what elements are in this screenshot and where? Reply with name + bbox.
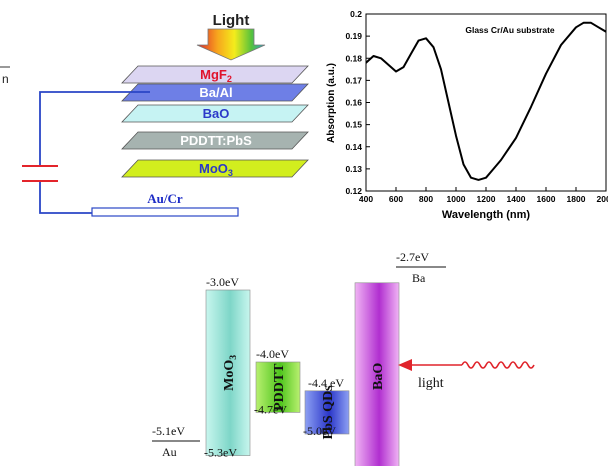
layer-plate-moo3 xyxy=(121,159,309,178)
layer-label-bao: BaO xyxy=(203,106,230,121)
y-tick-label: 0.18 xyxy=(345,53,362,63)
x-tick-label: 1000 xyxy=(447,194,466,204)
band-bottom-energy-pddtt: -4.7eV xyxy=(254,402,287,416)
ba-level-value: -2.7eV xyxy=(396,250,429,264)
y-tick-label: 0.19 xyxy=(345,31,362,41)
absorption-series-line xyxy=(366,21,606,181)
label-main: BaO xyxy=(203,106,230,121)
band-label-bao: BaO xyxy=(371,363,386,390)
band-block-moo3 xyxy=(205,289,251,456)
label-main: PDDTT xyxy=(272,363,287,411)
y-tick-label: 0.2 xyxy=(350,9,362,19)
x-tick-label: 800 xyxy=(419,194,433,204)
label-main: MgF xyxy=(200,67,227,82)
au-level-value: -5.1eV xyxy=(152,424,185,438)
band-block-bao xyxy=(354,282,400,466)
band-bottom-energy-moo3: -5.3eV xyxy=(204,446,237,460)
layer-label-ba_al: Ba/Al xyxy=(199,85,232,100)
layer-plate-bao xyxy=(121,104,309,123)
light-title: Light xyxy=(213,12,250,29)
band-top-energy-moo3: -3.0eV xyxy=(206,275,239,289)
ba-level-name: Ba xyxy=(412,271,426,285)
band-label-pddtt: PDDTT xyxy=(272,363,287,411)
layer-plate-mgf2 xyxy=(121,65,309,84)
label-subscript: 3 xyxy=(228,355,239,360)
layer-label-moo3: MoO3 xyxy=(199,161,233,178)
band-label-pbs: PbS QDs xyxy=(321,385,336,440)
label-main: PbS QDs xyxy=(321,385,336,440)
x-tick-label: 600 xyxy=(389,194,403,204)
circuit-wire xyxy=(39,91,150,214)
au-level-name: Au xyxy=(162,445,177,459)
label-main: Ba/Al xyxy=(199,85,232,100)
light-label: light xyxy=(418,376,444,391)
electrode-label: Au/Cr xyxy=(147,191,183,206)
label-subscript: 2 xyxy=(227,74,232,84)
x-tick-label: 400 xyxy=(359,194,373,204)
label-subscript: 3 xyxy=(228,168,233,178)
light-arrow-icon xyxy=(196,28,266,61)
label-main: PDDTT:PbS xyxy=(180,133,252,148)
layer-label-pddtt_pbs: PDDTT:PbS xyxy=(180,133,252,148)
side-label: n xyxy=(2,72,9,86)
band-top-energy-pddtt: -4.0eV xyxy=(256,347,289,361)
band-top-energy-pbs: -4.4 eV xyxy=(308,376,344,390)
plot-frame xyxy=(365,13,607,192)
band-bottom-energy-pbs: -5.0eV xyxy=(303,424,336,438)
band-block-pbs xyxy=(304,390,350,435)
x-tick-label: 1800 xyxy=(567,194,586,204)
layer-plate-pddtt_pbs xyxy=(121,131,309,150)
x-tick-label: 1600 xyxy=(537,194,556,204)
x-tick-label: 2000 xyxy=(597,194,608,204)
y-tick-label: 0.16 xyxy=(345,98,362,108)
label-main: BaO xyxy=(371,363,386,390)
layer-plate-ba_al xyxy=(121,83,309,102)
x-tick-label: 1400 xyxy=(507,194,526,204)
y-tick-label: 0.15 xyxy=(345,120,362,130)
y-axis-label: Absorption (a.u.) xyxy=(326,63,337,143)
label-main: MoO xyxy=(222,360,237,391)
y-tick-label: 0.17 xyxy=(345,75,362,85)
x-axis-label: Wavelength (nm) xyxy=(442,209,531,221)
chart-title: Glass Cr/Au substrate xyxy=(465,25,555,35)
band-block-pddtt xyxy=(255,361,301,413)
electrode-bar xyxy=(91,207,239,217)
layer-label-mgf2: MgF2 xyxy=(200,67,232,84)
y-tick-label: 0.13 xyxy=(345,164,362,174)
band-label-moo3: MoO3 xyxy=(222,355,239,391)
energy-level-diagram: MoO3 -3.0eV -5.3eV PDDTT -4.0eV -4.7eV PbS QDs… xyxy=(152,250,535,466)
y-tick-label: 0.14 xyxy=(345,142,362,152)
y-tick-label: 0.12 xyxy=(345,186,362,196)
absorption-chart: 400 600 800 1000 1200 1400 1600 1800 2000 0.12 0.1… xyxy=(326,9,608,221)
light-wave-icon xyxy=(461,361,535,369)
label-main: MoO xyxy=(199,161,228,176)
x-tick-label: 1200 xyxy=(477,194,496,204)
light-arrowhead-icon xyxy=(398,359,412,371)
